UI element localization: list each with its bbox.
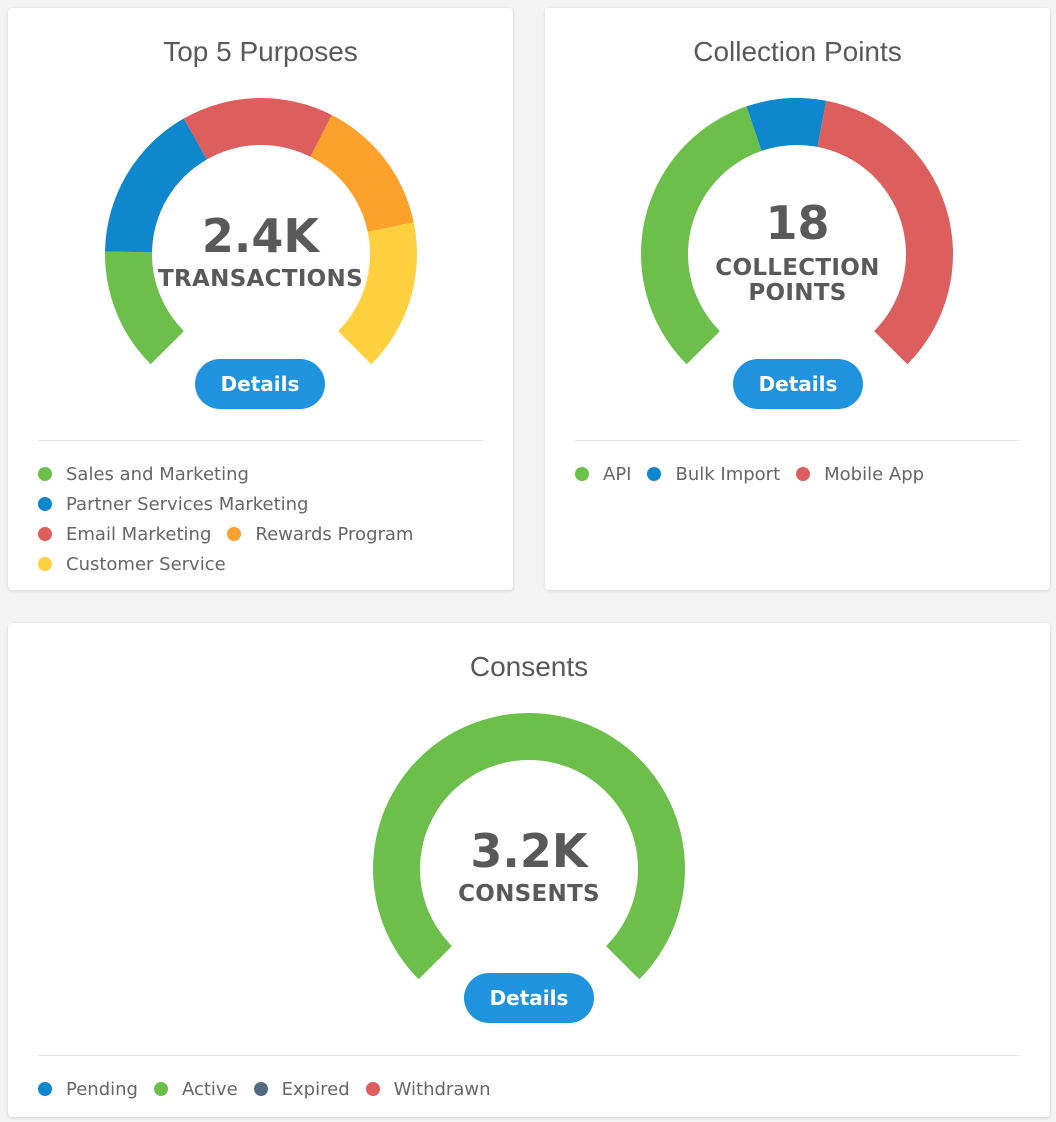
legend-label: Pending	[66, 1078, 138, 1100]
collection-points-label-line2: POINTS	[748, 280, 847, 306]
transactions-label: TRANSACTIONS	[158, 266, 363, 292]
gauge-center-label: 3.2K CONSENTS	[8, 828, 1050, 907]
consents-count: 3.2K	[470, 824, 588, 878]
details-button[interactable]: Details	[464, 973, 594, 1023]
legend-label: Partner Services Marketing	[66, 493, 309, 515]
legend-label: Active	[181, 1078, 238, 1100]
gauge-segment-api	[641, 106, 762, 365]
gauge-center-label: 18 COLLECTION POINTS	[545, 200, 1050, 306]
collection-gauge-chart	[641, 98, 953, 365]
legend-item[interactable]: Active	[153, 1074, 238, 1104]
gauge-segment-email-marketing	[183, 98, 332, 160]
legend-label: API	[603, 463, 632, 485]
gauge-segment-customer-service	[338, 222, 417, 365]
gauge-segment-sales-and-marketing	[105, 251, 184, 365]
legend-item[interactable]: API	[575, 459, 631, 489]
details-button[interactable]: Details	[195, 359, 325, 409]
transactions-count: 2.4K	[201, 209, 320, 263]
card-title: Top 5 Purposes	[163, 36, 358, 67]
legend-label: Bulk Import	[675, 463, 781, 485]
legend-dot-icon	[575, 467, 589, 481]
legend-item[interactable]: Mobile App	[796, 459, 924, 489]
collection-points-count: 18	[765, 196, 830, 250]
legend-item[interactable]: Sales and Marketing	[38, 459, 467, 489]
consents-gauge-chart	[373, 713, 685, 980]
divider	[38, 440, 483, 441]
legend-item[interactable]: Partner Services Marketing	[38, 489, 467, 519]
gauge-segment-bulk-import	[746, 98, 827, 151]
legend-item[interactable]: Bulk Import	[647, 459, 780, 489]
card-title: Consents	[469, 651, 589, 682]
legend-dot-icon	[647, 467, 662, 481]
legend-label: Mobile App	[824, 463, 925, 485]
legend-dot-icon	[153, 1082, 168, 1096]
legend-dot-icon	[38, 527, 52, 541]
consents-card: Consents 3.2K CONSENTS Details Pending Ac…	[8, 623, 1050, 1117]
legend-item[interactable]: Customer Service	[38, 549, 467, 579]
legend-dot-icon	[38, 467, 52, 481]
top-purposes-card: Top 5 Purposes 2.4K TRANSACTIONS Details…	[8, 8, 513, 590]
gauge-center-label: 2.4K TRANSACTIONS	[8, 213, 513, 292]
gauge-segment-mobile-app	[817, 100, 953, 365]
gauge-segment-partner-services-marketing	[105, 118, 207, 253]
legend-dot-icon	[365, 1082, 380, 1096]
collection-points-label-line1: COLLECTION	[715, 255, 880, 281]
legend-item[interactable]: Email Marketing	[38, 519, 211, 549]
collection-points-card: Collection Points 18 COLLECTION POINTS D…	[545, 8, 1050, 590]
card-title: Collection Points	[693, 36, 902, 67]
divider	[38, 1055, 1020, 1056]
legend-label: Email Marketing	[66, 523, 212, 545]
legend-dot-icon	[38, 1082, 52, 1096]
legend-label: Customer Service	[66, 553, 226, 575]
legend-dot-icon	[227, 527, 242, 541]
legend-label: Rewards Program	[255, 523, 414, 545]
gauge-segment-rewards-program	[310, 115, 414, 232]
purposes-gauge-chart	[105, 98, 417, 365]
consents-label: CONSENTS	[458, 881, 600, 907]
divider	[575, 440, 1020, 441]
legend-dot-icon	[253, 1082, 268, 1096]
collection-legend: API Bulk Import Mobile App	[575, 459, 1020, 489]
legend-item[interactable]: Pending	[38, 1074, 138, 1104]
legend-dot-icon	[796, 467, 811, 481]
purposes-legend: Sales and Marketing Partner Services Mark…	[38, 459, 483, 579]
details-button[interactable]: Details	[733, 359, 863, 409]
legend-label: Sales and Marketing	[66, 463, 249, 485]
legend-dot-icon	[38, 557, 52, 571]
legend-item[interactable]: Withdrawn	[365, 1074, 491, 1104]
legend-dot-icon	[38, 497, 52, 511]
consents-legend: Pending Active Expired Withdrawn	[38, 1074, 1020, 1104]
legend-label: Expired	[281, 1078, 350, 1100]
legend-item[interactable]: Expired	[253, 1074, 350, 1104]
legend-item[interactable]: Rewards Program	[227, 519, 413, 549]
legend-label: Withdrawn	[393, 1078, 491, 1100]
gauge-segment-active	[373, 713, 685, 980]
